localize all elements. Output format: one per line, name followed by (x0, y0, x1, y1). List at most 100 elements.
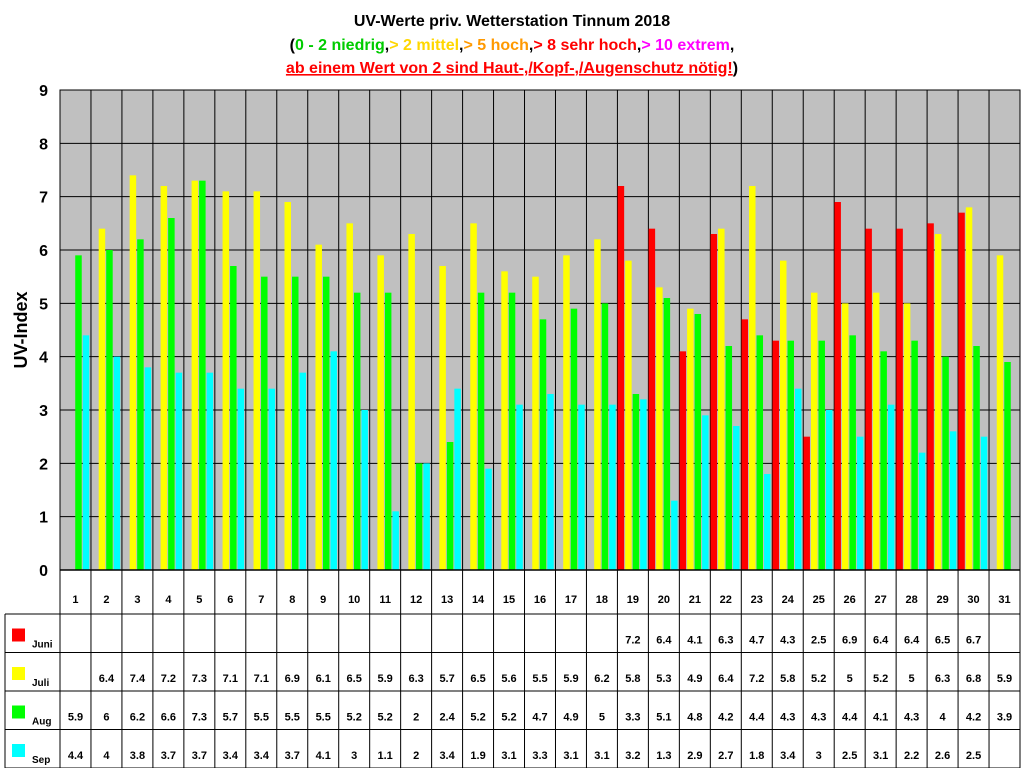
data-label-juli: 5.8 (625, 673, 640, 685)
x-tick-label: 23 (751, 594, 763, 606)
data-label-juli: 5.2 (811, 673, 826, 685)
y-axis-label: UV-Index (11, 291, 31, 368)
y-tick-label: 5 (39, 296, 48, 313)
bar-juli-29 (934, 234, 942, 570)
bar-aug-2 (106, 250, 113, 570)
bar-juli-12 (408, 234, 415, 570)
bar-juni-25 (803, 436, 810, 570)
bar-sep-7 (268, 388, 276, 570)
bar-sep-2 (113, 356, 121, 570)
bar-juni-28 (896, 228, 903, 570)
data-label-sep: 4.4 (68, 750, 84, 762)
data-label-juli: 6.3 (408, 673, 423, 685)
bar-juli-22 (718, 228, 725, 570)
bar-juli-20 (656, 287, 663, 570)
data-label-juli: 6.3 (935, 673, 950, 685)
bar-sep-14 (485, 468, 492, 570)
data-label-sep: 3.4 (223, 750, 239, 762)
data-label-aug: 4.9 (563, 712, 578, 724)
y-tick-label: 8 (39, 136, 48, 153)
bar-juni-24 (772, 340, 779, 570)
legend-label-sep: Sep (32, 755, 50, 766)
bar-juli-9 (315, 244, 322, 570)
data-label-sep: 3.7 (192, 750, 207, 762)
x-tick-label: 14 (472, 594, 485, 606)
subtitle-part: , (730, 37, 734, 54)
data-label-sep: 3.8 (130, 750, 145, 762)
data-label-sep: 2.7 (718, 750, 733, 762)
data-label-aug: 2.4 (439, 712, 455, 724)
bar-juli-10 (346, 223, 353, 571)
data-label-juli: 7.1 (223, 673, 238, 685)
legend-label-aug: Aug (32, 717, 51, 728)
bar-sep-8 (299, 372, 307, 570)
bar-sep-11 (392, 511, 399, 570)
data-label-juni: 6.5 (935, 635, 950, 647)
bar-aug-3 (137, 239, 144, 571)
x-tick-label: 18 (596, 594, 608, 606)
bar-sep-26 (856, 436, 864, 570)
data-label-juli: 6.9 (285, 673, 300, 685)
chart-subtitle: (0 - 2 niedrig,> 2 mittel,> 5 hoch,> 8 s… (290, 37, 735, 54)
y-tick-label: 1 (39, 510, 48, 527)
x-tick-label: 3 (134, 594, 140, 606)
data-label-aug: 5.5 (254, 712, 269, 724)
bar-juli-4 (160, 186, 168, 570)
chart-note-close: ) (733, 60, 738, 77)
bar-aug-31 (1004, 362, 1011, 570)
bar-juli-18 (594, 239, 601, 571)
y-tick-label: 9 (39, 83, 48, 100)
y-tick-label: 6 (39, 243, 48, 260)
subtitle-part: , (459, 37, 463, 54)
chart-note: ab einem Wert von 2 sind Haut-,/Kopf-,/A… (286, 60, 738, 77)
data-label-aug: 3.9 (997, 712, 1012, 724)
x-tick-label: 31 (998, 594, 1010, 606)
data-label-juli: 5.9 (378, 673, 393, 685)
bar-aug-6 (230, 266, 237, 570)
bar-juni-26 (834, 202, 841, 570)
bar-sep-1 (82, 335, 90, 570)
bar-sep-13 (454, 388, 461, 570)
data-label-sep: 2.2 (904, 750, 919, 762)
x-tick-label: 16 (534, 594, 546, 606)
x-tick-label: 25 (813, 594, 825, 606)
bar-sep-29 (949, 431, 957, 570)
data-label-aug: 5.1 (656, 712, 671, 724)
bar-aug-27 (880, 351, 887, 570)
data-label-sep: 3 (816, 750, 822, 762)
data-label-sep: 4.1 (316, 750, 331, 762)
plot-area: 0 1 2 3 4 5 6 7 8 9 (39, 83, 1021, 580)
data-label-juni: 6.4 (873, 635, 889, 647)
data-label-sep: 3.1 (563, 750, 578, 762)
data-label-juli: 6.4 (718, 673, 734, 685)
data-label-aug: 5.2 (378, 712, 393, 724)
y-tick-label: 4 (39, 350, 48, 367)
data-label-sep: 3.7 (161, 750, 176, 762)
bar-sep-30 (980, 436, 988, 570)
bar-sep-21 (702, 415, 709, 570)
bar-aug-11 (384, 292, 392, 570)
bar-aug-30 (973, 346, 980, 570)
x-tick-label: 26 (844, 594, 856, 606)
data-label-aug: 3.3 (625, 712, 640, 724)
data-label-sep: 2.5 (842, 750, 857, 762)
x-tick-label: 15 (503, 594, 515, 606)
data-label-juli: 6.2 (594, 673, 609, 685)
data-label-juni: 4.3 (780, 635, 795, 647)
data-label-aug: 5.2 (470, 712, 485, 724)
bar-aug-4 (168, 218, 175, 570)
x-tick-label: 8 (289, 594, 295, 606)
data-label-juli: 5.3 (656, 673, 671, 685)
bar-juli-11 (377, 255, 384, 571)
bar-sep-25 (825, 410, 833, 570)
bar-aug-5 (199, 180, 206, 570)
legend-swatch-juni (12, 628, 25, 642)
data-label-sep: 3.1 (501, 750, 516, 762)
x-tick-label: 30 (967, 594, 979, 606)
data-label-juni: 6.3 (718, 635, 733, 647)
y-tick-label: 7 (39, 190, 48, 207)
bar-aug-26 (849, 335, 856, 570)
data-label-juni: 2.5 (811, 635, 826, 647)
data-label-aug: 4.4 (749, 712, 765, 724)
data-label-aug: 5.5 (285, 712, 300, 724)
